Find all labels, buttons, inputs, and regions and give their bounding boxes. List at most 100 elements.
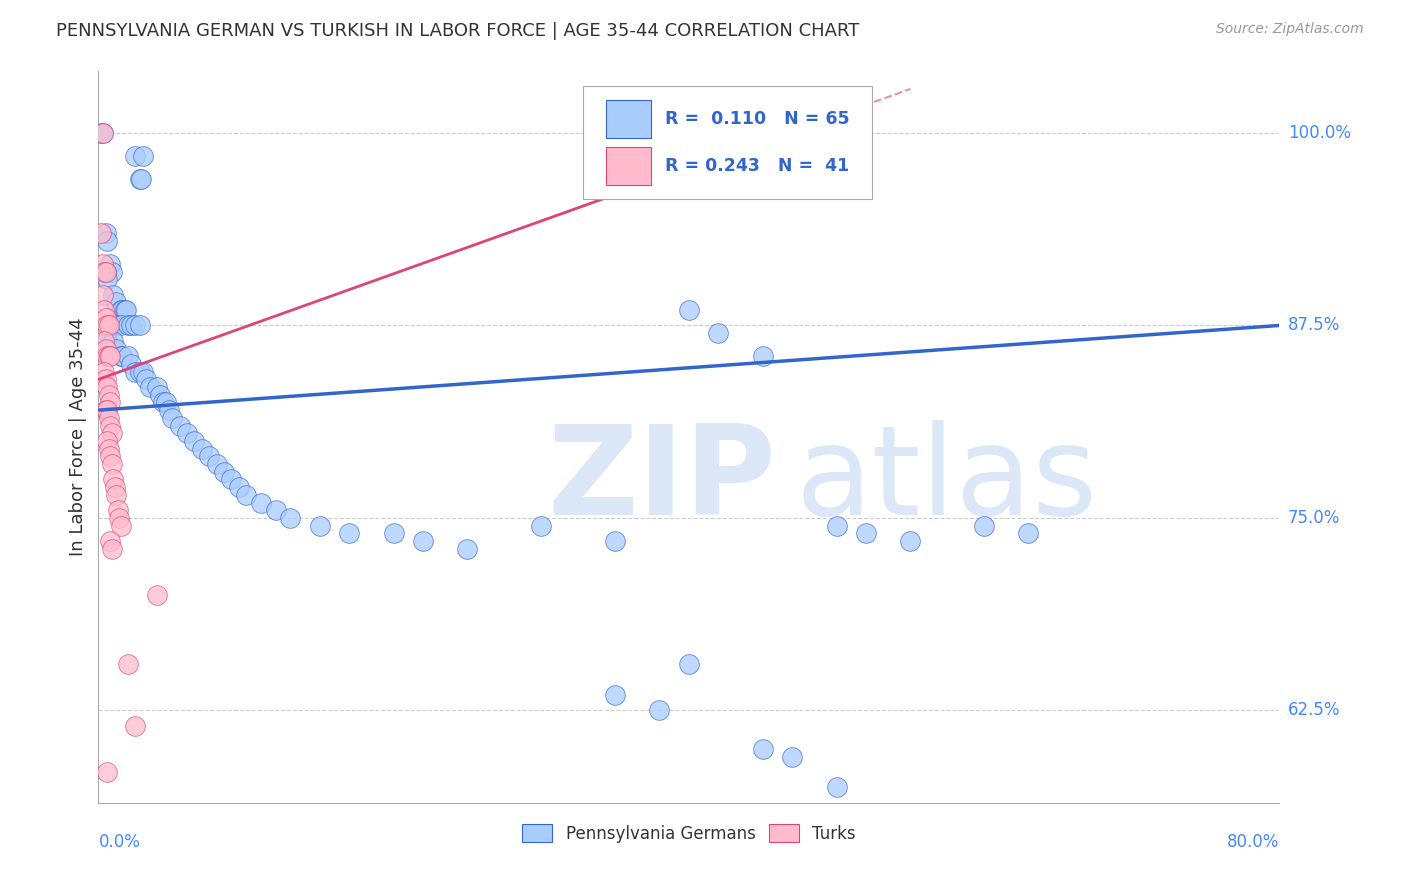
Point [264, 503, 287, 517]
Point [90, 226, 112, 240]
Point [235, 488, 257, 502]
Point [90, 126, 112, 140]
Point [162, 410, 183, 425]
Point [120, 357, 142, 371]
Point [132, 149, 155, 163]
Point [111, 303, 134, 318]
Point [103, 472, 125, 486]
Point [309, 518, 332, 533]
Point [124, 318, 146, 333]
Point [105, 318, 128, 333]
Point [97, 388, 120, 402]
Point [129, 172, 152, 186]
Point [94, 334, 117, 348]
Point [124, 365, 146, 379]
Point [135, 372, 157, 386]
Point [648, 703, 671, 717]
Point [94, 226, 117, 240]
Point [105, 295, 128, 310]
Point [117, 318, 139, 333]
Point [97, 349, 120, 363]
Point [825, 518, 848, 533]
Point [128, 365, 150, 379]
Point [94, 264, 117, 278]
Point [973, 518, 995, 533]
Point [250, 495, 273, 509]
Point [103, 287, 125, 301]
Point [93, 365, 115, 379]
Point [110, 318, 132, 333]
Point [107, 503, 129, 517]
Point [412, 534, 434, 549]
Point [96, 318, 118, 333]
Point [114, 303, 136, 318]
Point [103, 334, 125, 348]
Point [124, 149, 146, 163]
Point [530, 518, 553, 533]
Point [111, 349, 134, 363]
Point [183, 434, 205, 448]
Point [152, 395, 174, 409]
Point [104, 480, 127, 494]
Point [91, 287, 114, 301]
Point [91, 126, 114, 140]
Point [169, 418, 191, 433]
Point [132, 365, 155, 379]
Point [97, 442, 120, 456]
Point [98, 349, 121, 363]
Point [157, 403, 180, 417]
Point [228, 480, 250, 494]
Point [900, 534, 922, 549]
Point [108, 511, 131, 525]
Point [149, 388, 172, 402]
Point [91, 126, 114, 140]
Text: PENNSYLVANIA GERMAN VS TURKISH IN LABOR FORCE | AGE 35-44 CORRELATION CHART: PENNSYLVANIA GERMAN VS TURKISH IN LABOR … [56, 22, 859, 40]
Point [94, 372, 117, 386]
Point [93, 264, 115, 278]
Point [457, 541, 479, 556]
Text: Source: ZipAtlas.com: Source: ZipAtlas.com [1216, 22, 1364, 37]
Point [707, 326, 730, 340]
Point [825, 780, 848, 795]
Point [752, 349, 775, 363]
Text: 0.0%: 0.0% [98, 833, 141, 851]
Point [124, 719, 146, 733]
Point [100, 318, 122, 333]
Legend: Pennsylvania Germans, Turks: Pennsylvania Germans, Turks [516, 818, 862, 849]
Text: atlas: atlas [796, 420, 1097, 541]
Point [97, 318, 120, 333]
Point [94, 264, 117, 278]
Text: ZIP: ZIP [547, 420, 776, 541]
Point [605, 534, 627, 549]
Point [115, 303, 138, 318]
Point [198, 450, 221, 464]
Point [146, 588, 169, 602]
Point [382, 526, 405, 541]
Point [105, 488, 128, 502]
Point [339, 526, 361, 541]
Point [212, 465, 235, 479]
Point [100, 426, 122, 441]
Point [96, 234, 118, 248]
Point [117, 657, 139, 672]
Point [128, 172, 150, 186]
Point [110, 303, 132, 318]
Point [96, 764, 118, 779]
Point [98, 257, 121, 271]
Point [120, 318, 142, 333]
Point [855, 526, 877, 541]
Point [782, 749, 804, 764]
Point [97, 410, 120, 425]
Point [98, 395, 121, 409]
Text: 87.5%: 87.5% [1288, 317, 1340, 334]
Text: 62.5%: 62.5% [1288, 701, 1340, 720]
Point [176, 426, 198, 441]
Point [205, 457, 228, 471]
Point [96, 272, 118, 286]
Point [139, 380, 162, 394]
Text: 80.0%: 80.0% [1227, 833, 1279, 851]
Point [98, 318, 121, 333]
Point [117, 349, 139, 363]
Text: R = 0.243   N =  41: R = 0.243 N = 41 [665, 157, 849, 175]
Point [93, 334, 115, 348]
